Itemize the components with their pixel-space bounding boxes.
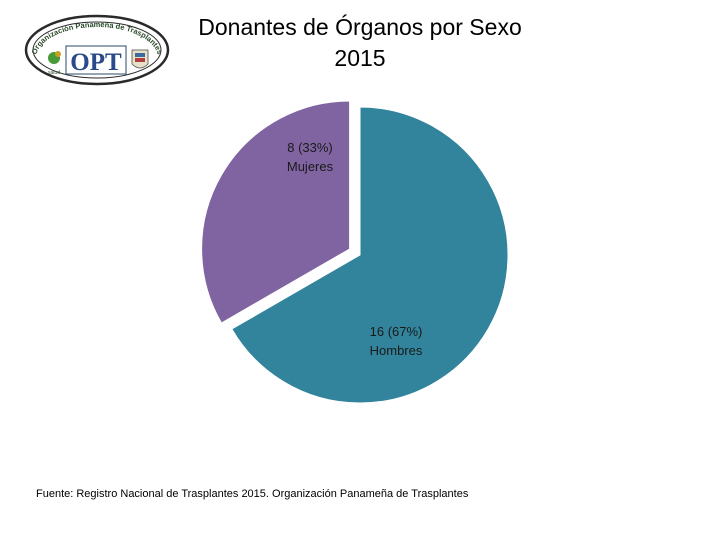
data-label-category-mujeres: Mujeres (287, 159, 334, 174)
data-label-value-mujeres: 8 (33%) (287, 140, 333, 155)
opt-logo: Organización Panameña de Trasplantes sal… (24, 14, 170, 86)
pie-slice-mujeres (201, 100, 351, 324)
chart-title-line1: Donantes de Órganos por Sexo (198, 14, 522, 40)
logo-mark-text: OPT (70, 49, 122, 76)
logo-sub-text: salud (48, 70, 60, 76)
chart-title: Donantes de Órganos por Sexo 2015 (160, 12, 560, 74)
data-label-category-hombres: Hombres (370, 343, 423, 358)
salud-emblem-icon (48, 51, 61, 64)
chart-title-line2: 2015 (334, 45, 386, 71)
source-note: Fuente: Registro Nacional de Trasplantes… (36, 488, 469, 500)
data-label-value-hombres: 16 (67%) (370, 324, 423, 339)
coat-of-arms-icon (131, 49, 149, 69)
pie-slice-hombres (231, 106, 509, 404)
